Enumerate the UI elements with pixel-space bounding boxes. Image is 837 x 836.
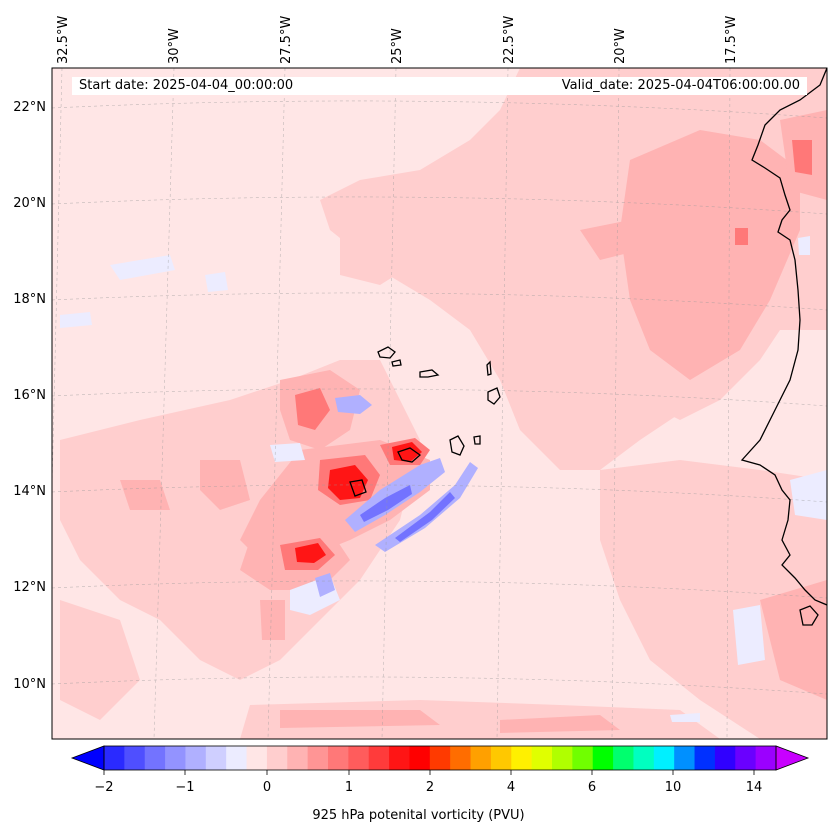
colorbar-cell	[735, 746, 757, 770]
sao-vicente-island	[391, 359, 402, 367]
colorbar-label: 925 hPa potenital vorticity (PVU)	[312, 808, 525, 823]
maio-island	[473, 435, 481, 445]
bijagos-islands	[799, 605, 819, 626]
colorbar-cell	[552, 746, 573, 770]
lon-tick-label: 32.5°W	[56, 16, 71, 64]
lat-tick-labels: 22°N 20°N 18°N 16°N 14°N 12°N 10°N	[13, 100, 46, 692]
colorbar-cell	[368, 746, 390, 770]
start-date-label: Start date: 2025-04-04_00:00:00	[72, 77, 479, 95]
colorbar-cell	[674, 746, 696, 770]
colorbar-cell	[450, 746, 472, 770]
colorbar-cell	[592, 746, 614, 770]
fogo-island	[397, 447, 422, 463]
colorbar-tick-label: 14	[746, 780, 763, 795]
colorbar-cell	[531, 746, 553, 770]
colorbar-cell	[266, 746, 288, 770]
pv-contours-red	[295, 442, 422, 563]
colorbar-cell	[653, 746, 675, 770]
colorbar-cell	[185, 746, 207, 770]
colorbar-cell	[409, 746, 431, 770]
pv-field-map	[52, 68, 827, 739]
colorbar-tick-label: 0	[263, 780, 271, 795]
lat-tick-label: 22°N	[13, 100, 46, 115]
colorbar-cell	[165, 746, 186, 770]
colorbar-tick-label: −2	[94, 780, 113, 795]
colorbar-cell	[287, 746, 309, 770]
map-frame	[51, 67, 828, 740]
africa-coastline	[740, 68, 827, 606]
colorbar-tick-label: 4	[507, 780, 515, 795]
colorbar-cell	[511, 746, 533, 770]
colorbar-tick-label: 2	[426, 780, 434, 795]
pv-contours-blue	[315, 395, 478, 597]
colorbar: −2 −1 0 1 2 4 6 10 14	[70, 745, 810, 795]
colorbar-cell	[246, 746, 268, 770]
lon-tick-label: 20°W	[613, 28, 628, 64]
colorbar-frame	[103, 745, 777, 771]
colorbar-cell	[633, 746, 655, 770]
lon-tick-labels: 32.5°W 30°W 27.5°W 25°W 22.5°W 20°W 17.5…	[56, 16, 739, 64]
colorbar-cells	[104, 746, 777, 770]
sao-nicolau-island	[419, 369, 440, 378]
colorbar-tick-label: 10	[665, 780, 682, 795]
lat-tick-label: 18°N	[13, 292, 46, 307]
colorbar-cell	[714, 746, 736, 770]
coastlines	[349, 68, 827, 626]
lon-tick-label: 17.5°W	[724, 16, 739, 64]
lat-tick-label: 14°N	[13, 484, 46, 499]
lat-tick-label: 16°N	[13, 388, 46, 403]
colorbar-cell	[124, 746, 146, 770]
santiago-island	[449, 435, 465, 456]
colorbar-cell	[226, 746, 248, 770]
colorbar-cell	[348, 746, 370, 770]
colorbar-tick-label: −1	[175, 780, 194, 795]
lat-tick-label: 20°N	[13, 196, 46, 211]
colorbar-cell	[104, 746, 125, 770]
colorbar-cell	[572, 746, 594, 770]
colorbar-cell	[470, 746, 492, 770]
lon-tick-label: 25°W	[390, 28, 405, 64]
colorbar-cell	[307, 746, 329, 770]
colorbar-tick-labels: −2 −1 0 1 2 4 6 10 14	[94, 780, 762, 795]
colorbar-cell	[144, 746, 166, 770]
colorbar-cell	[205, 746, 227, 770]
valid-date-label: Valid_date: 2025-04-04T06:00:00.00	[472, 77, 807, 95]
lon-tick-label: 30°W	[167, 28, 182, 64]
santo-antao-island	[377, 346, 396, 359]
colorbar-cell	[755, 746, 777, 770]
brava-island	[349, 479, 367, 497]
boa-vista-island	[487, 387, 501, 405]
lat-tick-label: 10°N	[13, 677, 46, 692]
colorbar-ticks	[103, 770, 755, 775]
colorbar-tick-label: 1	[345, 780, 353, 795]
map-gridlines	[52, 68, 827, 739]
colorbar-tick-label: 6	[588, 780, 596, 795]
colorbar-cell	[613, 746, 634, 770]
colorbar-cell	[694, 746, 716, 770]
lon-tick-label: 27.5°W	[279, 16, 294, 64]
colorbar-max-extension	[775, 745, 810, 771]
lon-tick-label: 22.5°W	[502, 16, 517, 64]
colorbar-cell	[490, 746, 512, 770]
colorbar-min-extension	[70, 745, 105, 771]
colorbar-cell	[389, 746, 410, 770]
colorbar-cell	[429, 746, 451, 770]
sal-island	[486, 360, 492, 376]
lat-tick-label: 12°N	[13, 580, 46, 595]
colorbar-cell	[328, 746, 349, 770]
